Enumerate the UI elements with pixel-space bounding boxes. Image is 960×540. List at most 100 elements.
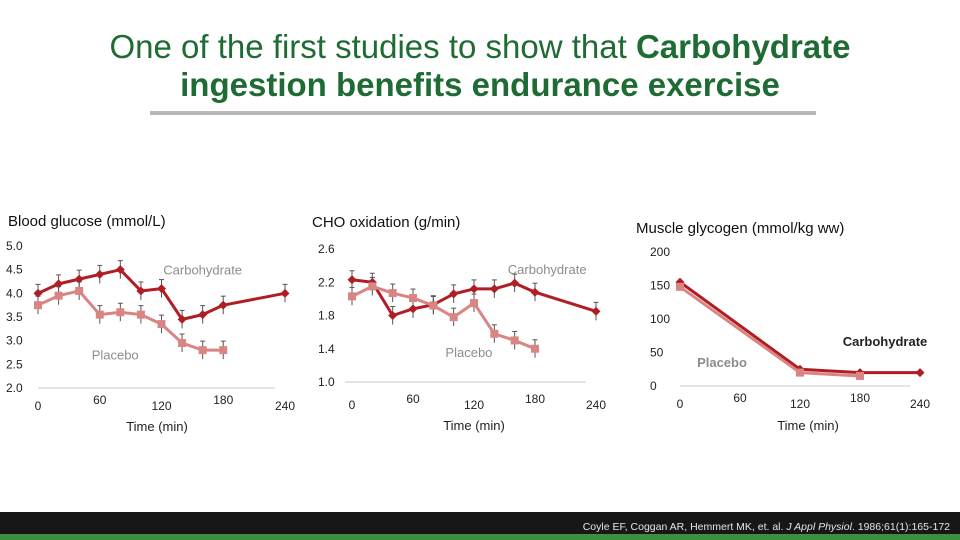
glucose-carbohydrate-point — [136, 286, 146, 296]
glucose-placebo-point — [219, 346, 228, 355]
glucose-carbohydrate-point — [74, 274, 84, 284]
citation: Coyle EF, Coggan AR, Hemmert MK, et. al.… — [583, 521, 950, 533]
cho-carbohydrate-point — [388, 311, 398, 320]
glucose-y-tick-label: 4.0 — [6, 286, 23, 300]
title-line-1: One of the first studies to show that Ca… — [0, 28, 960, 66]
citation-ref: . 1986;61(1):165-172 — [851, 521, 950, 533]
cho-x-axis-label: Time (min) — [443, 418, 505, 433]
glucose-y-tick-label: 2.5 — [6, 357, 23, 371]
glucose-series-placebo-line — [37, 289, 224, 352]
cho-carbohydrate-point — [408, 304, 418, 314]
glucose-carbohydrate-point — [218, 300, 228, 310]
cho-placebo-point — [368, 282, 377, 291]
glucose-y-tick-label: 4.5 — [6, 263, 23, 277]
glucose-placebo-point — [136, 310, 145, 319]
cho-placebo-point — [531, 344, 539, 353]
glycogen-x-tick-label: 60 — [733, 391, 747, 405]
glucose-x-axis-label: Time (min) — [126, 419, 188, 434]
glucose-x-tick-label: 240 — [275, 399, 295, 413]
glucose-x-tick-label: 60 — [93, 393, 107, 407]
glucose-placebo-point — [198, 346, 207, 355]
glucose-placebo-point — [75, 286, 84, 295]
glucose-y-tick-label: 2.0 — [6, 381, 23, 395]
cho-carbohydrate-point — [510, 278, 520, 288]
cho-chart-title: CHO oxidation (g/min) — [312, 214, 461, 231]
glycogen-x-tick-label: 0 — [677, 397, 684, 411]
cho-carbohydrate-point — [449, 289, 459, 299]
title-plain: One of the first studies to show that — [109, 28, 636, 65]
glycogen-series-label-carbohydrate: Carbohydrate — [843, 334, 928, 349]
cho-carbohydrate-point — [530, 287, 540, 297]
cho-placebo-point — [388, 289, 397, 298]
cho-series-placebo-line — [351, 284, 536, 351]
cho-placebo-point — [348, 292, 356, 301]
cho-carbohydrate-point — [489, 284, 499, 294]
title-bold-2: ingestion benefits endurance exercise — [180, 66, 780, 103]
glucose-carbohydrate-point — [54, 279, 64, 289]
cho-placebo-point — [490, 329, 499, 338]
glycogen-carbohydrate-point — [915, 368, 925, 378]
glucose-x-tick-label: 0 — [35, 399, 42, 413]
cho-y-tick-label: 1.8 — [318, 309, 335, 323]
glycogen-x-axis-label: Time (min) — [777, 418, 839, 433]
glucose-y-tick-label: 3.5 — [6, 310, 23, 324]
glycogen-y-tick-label: 200 — [650, 245, 670, 259]
glucose-series-label-placebo: Placebo — [92, 348, 139, 363]
glycogen-y-tick-label: 150 — [650, 279, 670, 293]
glucose-x-tick-label: 180 — [213, 393, 233, 407]
glycogen-series-label-placebo: Placebo — [697, 355, 747, 370]
glucose-y-tick-label: 5.0 — [6, 239, 23, 253]
title-line-2: ingestion benefits endurance exercise — [0, 66, 960, 104]
cho-x-tick-label: 120 — [464, 398, 484, 412]
cho-x-tick-label: 0 — [349, 398, 356, 412]
glucose-chart-title: Blood glucose (mmol/L) — [8, 213, 166, 230]
glucose-placebo-point — [34, 301, 42, 310]
glucose-carbohydrate-point — [280, 288, 290, 298]
glucose-placebo-point — [157, 320, 166, 329]
glycogen-y-tick-label: 0 — [650, 379, 657, 393]
cho-y-tick-label: 2.2 — [318, 275, 335, 289]
glucose-carbohydrate-point — [95, 269, 105, 279]
cho-placebo-point — [409, 294, 417, 303]
citation-journal: J Appl Physiol — [786, 521, 852, 533]
glycogen-placebo-point — [796, 368, 804, 377]
glucose-y-tick-label: 3.0 — [6, 334, 23, 348]
cho-series-label-placebo: Placebo — [445, 345, 492, 360]
glucose-carbohydrate-point — [177, 314, 187, 324]
glucose-placebo-point — [95, 310, 104, 319]
glucose-carbohydrate-point — [115, 265, 125, 275]
glucose-series-label-carbohydrate: Carbohydrate — [163, 262, 242, 277]
cho-carbohydrate-point — [591, 306, 601, 316]
cho-carbohydrate-point — [347, 275, 357, 285]
glycogen-y-tick-label: 50 — [650, 346, 664, 360]
cho-x-tick-label: 180 — [525, 392, 545, 406]
glycogen-y-tick-label: 100 — [650, 312, 670, 326]
cho-placebo-point — [429, 301, 438, 310]
glucose-placebo-point — [116, 308, 125, 317]
glycogen-x-tick-label: 240 — [910, 397, 930, 411]
cho-carbohydrate-point — [469, 284, 479, 294]
glycogen-series-carbohydrate-line — [679, 280, 920, 375]
cho-y-tick-label: 1.4 — [318, 342, 335, 356]
glycogen-placebo-point — [856, 371, 864, 380]
glucose-x-tick-label: 120 — [151, 399, 171, 413]
cho-placebo-point — [449, 313, 458, 322]
cho-placebo-point — [510, 336, 519, 345]
footer-accent — [0, 534, 960, 540]
title-bold-1: Carbohydrate — [635, 28, 851, 65]
title-divider — [150, 111, 816, 115]
glycogen-chart-title: Muscle glycogen (mmol/kg ww) — [636, 220, 845, 237]
cho-y-tick-label: 1.0 — [318, 375, 335, 389]
cho-placebo-point — [470, 299, 478, 308]
glycogen-x-tick-label: 120 — [790, 397, 810, 411]
slide-title: One of the first studies to show that Ca… — [0, 28, 960, 104]
glucose-placebo-point — [54, 291, 63, 300]
cho-x-tick-label: 60 — [406, 392, 420, 406]
cho-series-label-carbohydrate: Carbohydrate — [508, 262, 587, 277]
glucose-placebo-point — [178, 339, 187, 348]
glycogen-x-tick-label: 180 — [850, 391, 870, 405]
glucose-carbohydrate-point — [198, 310, 208, 320]
glucose-carbohydrate-point — [33, 288, 43, 298]
cho-x-tick-label: 240 — [586, 398, 606, 412]
